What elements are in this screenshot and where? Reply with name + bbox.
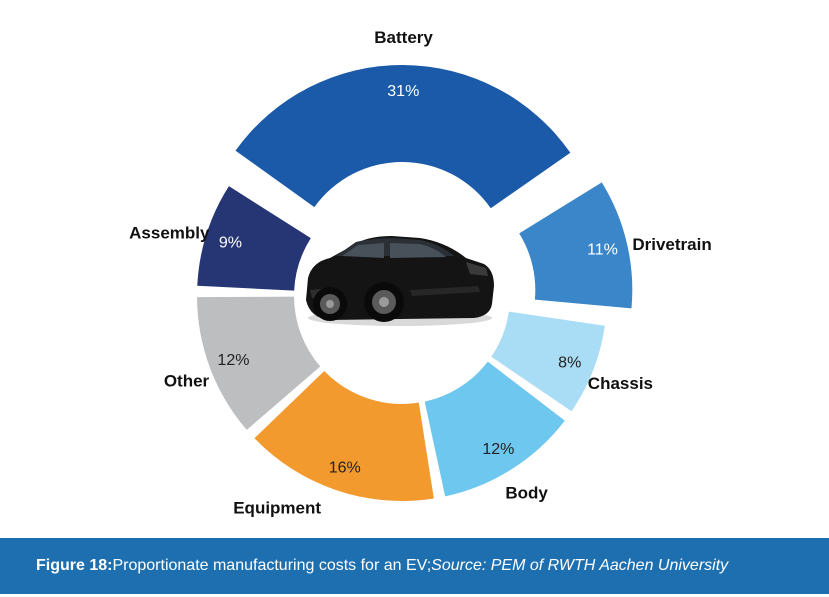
pct-label-body: 12% bbox=[482, 441, 514, 458]
pct-label-drivetrain: 11% bbox=[587, 242, 618, 259]
slice-drivetrain bbox=[519, 182, 633, 309]
pct-label-assembly: 9% bbox=[219, 234, 242, 251]
figure-caption: Figure 18: Proportionate manufacturing c… bbox=[0, 538, 829, 594]
category-label-equipment: Equipment bbox=[233, 498, 321, 517]
category-label-battery: Battery bbox=[374, 28, 433, 47]
pct-label-chassis: 8% bbox=[558, 354, 581, 371]
slice-assembly bbox=[197, 186, 311, 291]
slice-body bbox=[424, 361, 565, 497]
donut-chart: 31% Battery 11% Drivetrain 8% Chassis 12% Body 1… bbox=[129, 28, 712, 517]
donut-slices bbox=[197, 65, 633, 502]
category-label-other: Other bbox=[164, 371, 210, 390]
category-label-assembly: Assembly bbox=[129, 223, 210, 242]
car-image bbox=[306, 236, 494, 326]
slice-other bbox=[197, 296, 321, 430]
slice-labels: 31% Battery 11% Drivetrain 8% Chassis 12% Body 1… bbox=[129, 28, 712, 517]
pct-label-equipment: 16% bbox=[329, 460, 361, 477]
figure-label: Figure 18: bbox=[36, 557, 113, 574]
slice-equipment bbox=[254, 370, 434, 502]
category-label-drivetrain: Drivetrain bbox=[632, 235, 711, 254]
pct-label-other: 12% bbox=[217, 352, 249, 369]
slice-chassis bbox=[491, 311, 605, 412]
category-label-body: Body bbox=[505, 483, 548, 502]
pct-label-battery: 31% bbox=[387, 83, 419, 100]
caption-text: Proportionate manufacturing costs for an… bbox=[112, 557, 432, 574]
slice-battery bbox=[235, 65, 571, 209]
category-label-chassis: Chassis bbox=[588, 374, 653, 393]
caption-source: Source: PEM of RWTH Aachen University bbox=[431, 557, 729, 574]
